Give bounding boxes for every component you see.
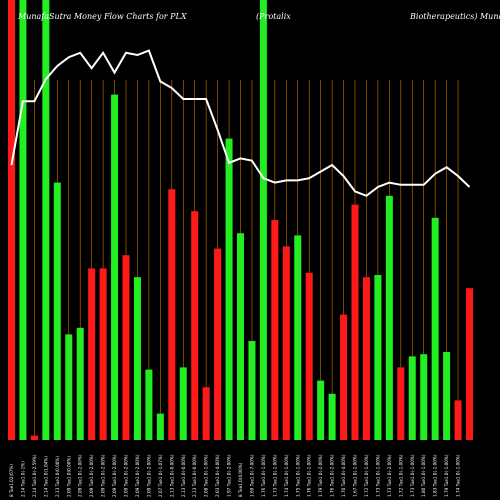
x-tick-label: 2.09 Tue1.0(-2.00%)	[89, 454, 94, 497]
bar	[76, 327, 84, 440]
x-tick-label: 1.76 Tue1.0(-2.00%)	[330, 454, 335, 497]
x-tick-label: 1.80 Tue1.0(-1.00%)	[421, 454, 426, 497]
chart-title-center: (Protalix	[256, 12, 291, 21]
x-tick-label: 1.76 Tue1.0(-1.00%)	[261, 454, 266, 497]
bar	[385, 195, 393, 440]
bar	[374, 275, 382, 440]
bar	[305, 272, 313, 440]
bar	[408, 356, 416, 440]
bar	[282, 246, 290, 440]
x-tick-label: 2.09 Tue1.0(-2.00%)	[135, 454, 140, 497]
x-tick-label: 1.79 Tue1.0(-2.00%)	[318, 454, 323, 497]
bar	[156, 413, 164, 440]
bar	[237, 233, 244, 440]
x-tick-label: 8 Tue1.0(0.00%)	[238, 462, 243, 497]
x-tick-label: 2.14 Tue1.0(1.04%)	[43, 456, 48, 497]
x-tick-label: 1.76 Tue1.0(-1.00%)	[307, 454, 312, 497]
bar	[99, 268, 107, 440]
x-tick-label: 2.13 Tue1.0(0.00%)	[55, 456, 60, 497]
bar	[191, 211, 199, 440]
x-tick-labels-group: 8 Tue1.02(67%) 2.14 Tue1.0(-1%) 2.14 Tue1.…	[9, 454, 461, 497]
x-tick-label: 2.07 Tue1.0(-1.07%)	[158, 454, 163, 497]
bar	[443, 352, 451, 440]
x-tick-label: 1.97 Tue1.0(-2.00%)	[227, 454, 232, 497]
bar	[8, 0, 15, 440]
bar	[179, 367, 187, 440]
x-tick-label: 2.13 Tue1.0(-0.00%)	[181, 454, 186, 497]
bar	[145, 369, 153, 440]
bar	[294, 235, 302, 440]
bar	[317, 380, 325, 440]
x-tick-label: 1.73 Tue1.0(-1.00%)	[272, 454, 277, 497]
bar	[362, 277, 370, 440]
bar	[420, 354, 428, 440]
bar	[30, 435, 38, 440]
x-tick-label: 2.13 Tue1.0(-0.00%)	[169, 454, 174, 497]
bar	[53, 182, 61, 440]
x-tick-label: 1.73 Tue1.0(-1.00%)	[410, 454, 415, 497]
x-tick-label: 2.09 Tue1.0(-2.00%)	[146, 454, 151, 497]
x-tick-label: 2.03 Tue1.0(-4.00%)	[215, 454, 220, 497]
x-tick-label: 1.74 Tue1.0(-1.00%)	[284, 454, 289, 497]
x-tick-label: 2.09 Tue1.0(-2.00%)	[124, 454, 129, 497]
x-tick-label: 1.69 Tue1.0(-7.00%)	[249, 454, 254, 497]
bar	[133, 277, 141, 440]
bar	[214, 248, 222, 440]
bar	[202, 387, 210, 440]
bar	[88, 268, 96, 440]
x-tick-label: 1.72 Tue1.0(-1.00%)	[364, 454, 369, 497]
bar	[466, 288, 473, 440]
x-tick-label: 2.14 Tue1.0(-2.59%)	[32, 454, 37, 497]
x-tick-label: 2.08 Tue1.0(-1.06%)	[204, 454, 209, 497]
price-line	[10, 49, 471, 197]
x-tick-label: 1.67 Tue1.0(-1.00%)	[353, 454, 358, 497]
x-tick-label: 2.09 Tue1.0(0.00%)	[66, 456, 71, 497]
x-tick-label: 2.09 Tue1.0(-2.00%)	[78, 454, 83, 497]
x-tick-label: 1.83 Tue1.0(-1.00%)	[433, 454, 438, 497]
bar	[65, 334, 73, 440]
bar	[42, 0, 50, 440]
bar	[259, 0, 267, 440]
x-tick-label: 1.72 Tue1.0(-1.00%)	[398, 454, 403, 497]
bar	[431, 217, 439, 440]
bar	[19, 0, 27, 440]
chart-title-left: MunafaSutra Money Flow Charts for PLX	[17, 12, 187, 21]
bar	[454, 400, 462, 440]
x-tick-label: 2.09 Tue1.0(-2.00%)	[101, 454, 106, 497]
x-tick-label: 2.09 Tue1.0(-2.00%)	[112, 454, 117, 497]
bar	[225, 138, 233, 440]
x-tick-label: 2.13 Tue1.0(-0.00%)	[192, 454, 197, 497]
x-tick-label: 1.74 Tue1.0(-1.00%)	[456, 454, 461, 497]
bar	[111, 94, 119, 440]
bar	[248, 341, 256, 440]
x-tick-label: 1.73 Tue1.0(-1.00%)	[375, 454, 380, 497]
x-tick-label: 1.75 Tue1.0(-1.00%)	[295, 454, 300, 497]
chart-title-right: Biotherapeutics) Munafa	[409, 12, 500, 21]
x-tick-label: 8 Tue1.02(67%)	[9, 464, 14, 497]
bar	[122, 255, 130, 440]
x-tick-label: 1.70 Tue1.0(-4.00%)	[341, 454, 346, 497]
bar	[168, 189, 176, 440]
bar	[351, 204, 359, 440]
bar	[328, 393, 336, 440]
x-tick-label: 1.73 Tue1.0(-2.00%)	[387, 454, 392, 497]
bar	[397, 367, 405, 440]
x-tick-label: 1.79 Tue1.0(-1.00%)	[444, 454, 449, 497]
bar	[271, 220, 279, 440]
x-tick-label: 2.14 Tue1.0(-1%)	[20, 461, 25, 497]
bar	[340, 314, 348, 440]
bars-group	[8, 0, 473, 440]
